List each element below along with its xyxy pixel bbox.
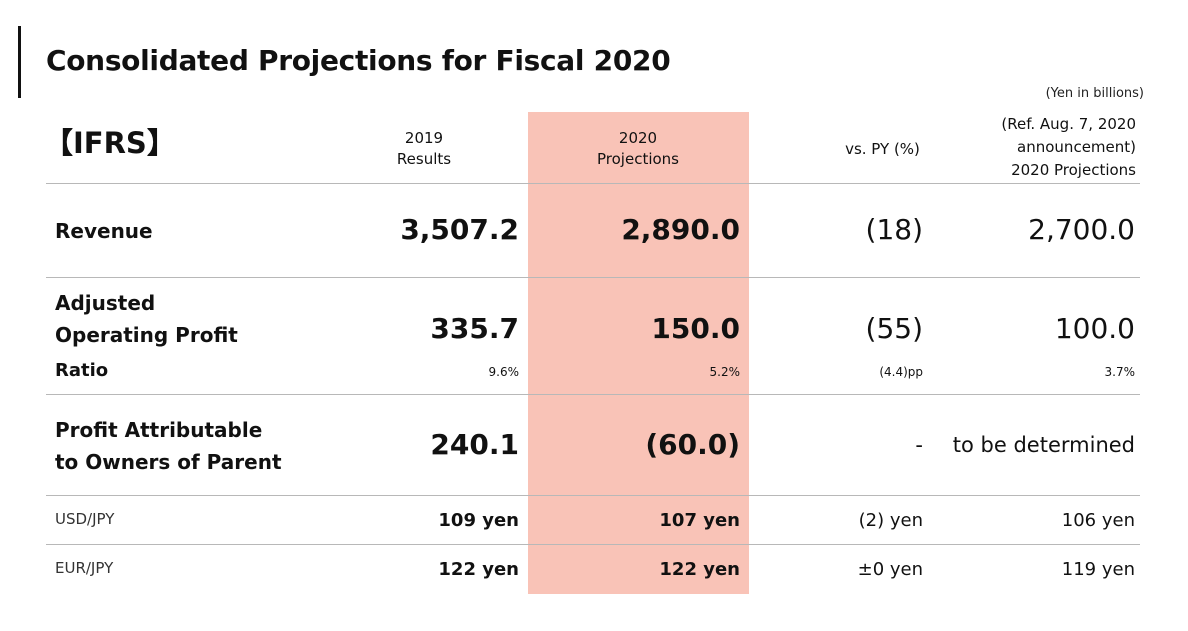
column-header-2019-year: 2019 [404,129,444,147]
revenue-2020: 2,890.0 [621,213,740,246]
page-title: Consolidated Projections for Fiscal 2020 [46,44,671,77]
column-header-2019-label: Results [396,150,452,168]
row-label-profit-line2: to Owners of Parent [55,450,282,474]
aop-reference: 100.0 [1054,312,1135,345]
revenue-vs-py: (18) [865,213,923,246]
row-divider [46,394,1140,395]
revenue-reference: 2,700.0 [1028,213,1135,246]
aop-2020: 150.0 [651,312,740,345]
eur-vs-py: ±0 yen [857,559,923,580]
column-header-ref-line3: 2020 Projections [1011,161,1136,179]
row-divider [46,277,1140,278]
row-label-eur-jpy: EUR/JPY [55,559,114,577]
usd-vs-py: (2) yen [858,510,923,531]
row-label-profit-line1: Profit Attributable [55,418,263,442]
column-header-ref-line2: announcement) [1017,138,1136,156]
row-label-revenue: Revenue [55,219,153,243]
usd-2020: 107 yen [659,510,740,531]
eur-2020: 122 yen [659,559,740,580]
ratio-2020: 5.2% [709,365,741,379]
column-header-2020: 2020 Projections [578,128,698,170]
column-header-2020-label: Projections [597,150,679,168]
row-label-usd-jpy: USD/JPY [55,510,115,528]
column-header-vs-py: vs. PY (%) [845,140,920,158]
profit-2020: (60.0) [645,428,740,461]
usd-2019: 109 yen [438,510,519,531]
ratio-vs-py: (4.4)pp [879,365,923,379]
row-label-aop-line1: Adjusted [55,291,156,315]
ratio-reference: 3.7% [1104,365,1136,379]
column-header-2019: 2019 Results [364,128,484,170]
usd-reference: 106 yen [1061,510,1135,531]
unit-note: (Yen in billions) [1045,86,1144,101]
accounting-standard-label: 【IFRS】 [44,126,176,160]
profit-reference: to be determined [952,433,1135,457]
profit-2019: 240.1 [430,428,519,461]
ratio-2019: 9.6% [488,365,520,379]
row-label-ratio: Ratio [55,360,109,381]
column-header-ref-line1: (Ref. Aug. 7, 2020 [1001,115,1136,133]
aop-2019: 335.7 [430,312,519,345]
profit-vs-py: - [915,433,923,457]
row-divider [46,495,1140,496]
projection-column-highlight [528,112,749,594]
column-header-2020-year: 2020 [618,129,658,147]
revenue-2019: 3,507.2 [400,213,519,246]
title-accent-bar [18,26,21,98]
column-header-reference: (Ref. Aug. 7, 2020 announcement) 2020 Pr… [1001,113,1136,182]
row-label-aop: Adjusted Operating Profit [55,287,238,351]
header-divider [46,183,1140,184]
aop-vs-py: (55) [865,312,923,345]
eur-2019: 122 yen [438,559,519,580]
row-label-aop-line2: Operating Profit [55,323,238,347]
row-label-profit: Profit Attributable to Owners of Parent [55,414,282,478]
row-divider [46,544,1140,545]
eur-reference: 119 yen [1061,559,1135,580]
